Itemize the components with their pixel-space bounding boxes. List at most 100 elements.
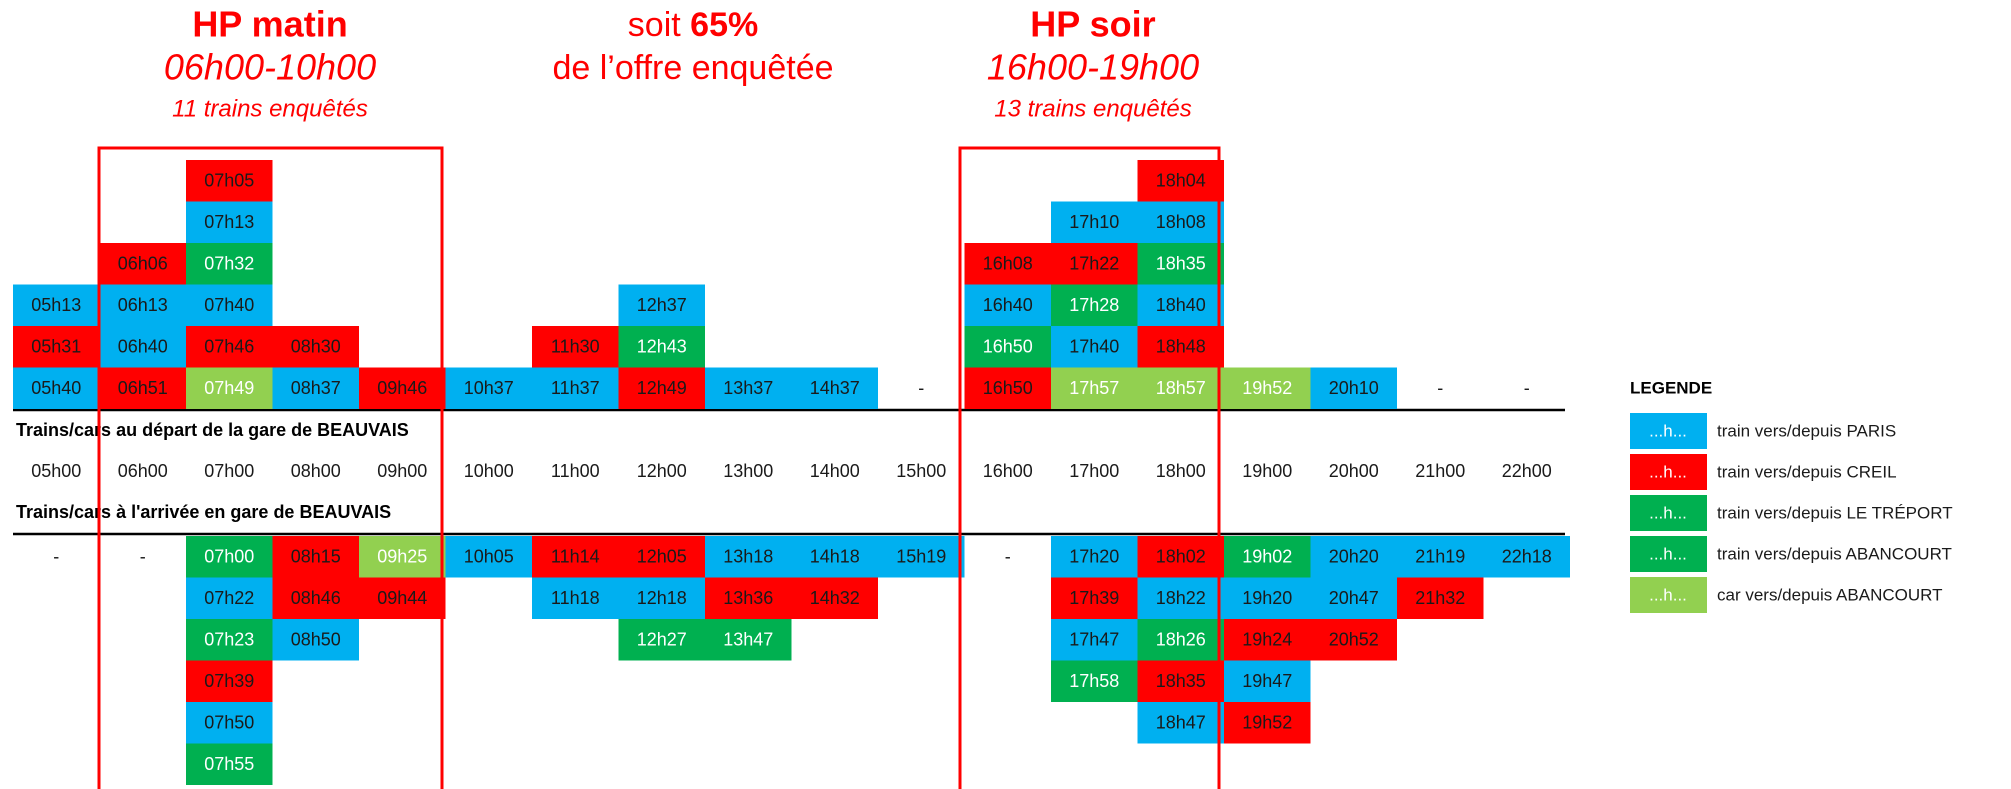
time-cell — [186, 326, 273, 368]
time-label: 11h18 — [551, 588, 600, 608]
time-cell — [1483, 536, 1570, 578]
hour-label: 22h00 — [1502, 461, 1552, 481]
time-cell — [1137, 577, 1224, 619]
time-label: 07h32 — [204, 254, 254, 274]
time-cell — [1137, 660, 1224, 702]
legend-swatch-text: ...h... — [1649, 544, 1687, 563]
time-cell — [1051, 243, 1138, 285]
center-prefix: soit — [628, 6, 681, 44]
center-line1: soit 65% — [628, 6, 758, 44]
legend-swatch — [1630, 413, 1707, 449]
time-cell — [186, 367, 273, 409]
time-label: 21h32 — [1415, 588, 1465, 608]
hour-label: 17h00 — [1069, 461, 1119, 481]
time-label: 07h55 — [204, 754, 254, 774]
legend-label: train vers/depuis ABANCOURT — [1717, 544, 1952, 563]
time-cell — [964, 326, 1051, 368]
time-label: 18h02 — [1156, 547, 1206, 567]
time-cell — [618, 326, 705, 368]
time-label: 18h22 — [1156, 588, 1206, 608]
time-cell — [791, 536, 878, 578]
time-cell — [186, 243, 273, 285]
time-cell — [1137, 619, 1224, 661]
legend-swatch-text: ...h... — [1649, 503, 1687, 522]
time-cell — [1137, 367, 1224, 409]
time-cell — [359, 536, 446, 578]
time-cell — [1051, 284, 1138, 326]
time-cell — [186, 160, 273, 202]
hour-label: 21h00 — [1415, 461, 1465, 481]
time-cell — [1224, 577, 1311, 619]
time-label: 17h28 — [1069, 295, 1119, 315]
time-cell — [13, 284, 100, 326]
time-cell — [186, 536, 273, 578]
time-label: 07h39 — [204, 671, 254, 691]
legend-swatch-text: ...h... — [1649, 421, 1687, 440]
time-label: 09h44 — [377, 588, 427, 608]
time-cell — [1397, 577, 1484, 619]
time-label: 17h10 — [1069, 212, 1119, 232]
time-label: 18h26 — [1156, 630, 1206, 650]
legend-swatch — [1630, 495, 1707, 531]
time-cell — [964, 243, 1051, 285]
time-label: 18h08 — [1156, 212, 1206, 232]
time-label: 05h40 — [31, 378, 81, 398]
time-cell — [1137, 284, 1224, 326]
time-cell — [359, 577, 446, 619]
time-label: 18h35 — [1156, 254, 1206, 274]
cells: 05h40 05h31 05h13 06h51 06h40 06h13 06h06 07h49… — [13, 160, 1570, 785]
time-cell — [272, 577, 359, 619]
time-label: 17h39 — [1069, 588, 1119, 608]
time-cell — [1310, 619, 1397, 661]
time-label: 07h40 — [204, 295, 254, 315]
time-label: 07h22 — [204, 588, 254, 608]
time-cell — [272, 536, 359, 578]
time-cell — [99, 367, 186, 409]
time-label: - — [1524, 378, 1530, 398]
time-cell — [1224, 536, 1311, 578]
evening-period: 16h00-19h00 — [987, 47, 1199, 88]
legend-label: train vers/depuis CREIL — [1717, 462, 1897, 481]
time-cell — [186, 284, 273, 326]
time-label: 17h40 — [1069, 337, 1119, 357]
time-label: 18h04 — [1156, 171, 1206, 191]
time-cell — [1051, 660, 1138, 702]
time-cell — [618, 367, 705, 409]
time-cell — [1137, 326, 1224, 368]
time-label: 18h35 — [1156, 671, 1206, 691]
morning-peak-box — [97, 146, 444, 789]
time-cell — [1224, 702, 1311, 744]
hour-label: 05h00 — [31, 461, 81, 481]
time-cell — [445, 536, 532, 578]
time-cell — [1397, 536, 1484, 578]
time-label: 06h40 — [118, 337, 168, 357]
time-label: 12h49 — [637, 378, 687, 398]
time-cell — [705, 619, 792, 661]
time-cell — [705, 367, 792, 409]
time-label: 20h10 — [1329, 378, 1379, 398]
time-label: 06h06 — [118, 254, 168, 274]
departures-label: Trains/cars au départ de la gare de BEAU… — [16, 420, 409, 440]
legend-swatch-text: ...h... — [1649, 585, 1687, 604]
time-cell — [1310, 577, 1397, 619]
hour-label: 06h00 — [118, 461, 168, 481]
time-cell — [272, 367, 359, 409]
time-cell — [618, 536, 705, 578]
time-cell — [964, 284, 1051, 326]
hour-label: 13h00 — [723, 461, 773, 481]
time-label: - — [918, 378, 924, 398]
time-label: 21h19 — [1415, 547, 1465, 567]
time-cell — [1051, 367, 1138, 409]
hour-label: 16h00 — [983, 461, 1033, 481]
time-label: - — [1437, 378, 1443, 398]
time-label: 06h51 — [118, 378, 168, 398]
time-label: 07h49 — [204, 378, 254, 398]
time-cell — [272, 326, 359, 368]
time-label: 14h32 — [810, 588, 860, 608]
time-cell — [1137, 160, 1224, 202]
time-label: 08h46 — [291, 588, 341, 608]
time-label: 19h02 — [1242, 547, 1292, 567]
time-cell — [1051, 577, 1138, 619]
time-cell — [1310, 367, 1397, 409]
